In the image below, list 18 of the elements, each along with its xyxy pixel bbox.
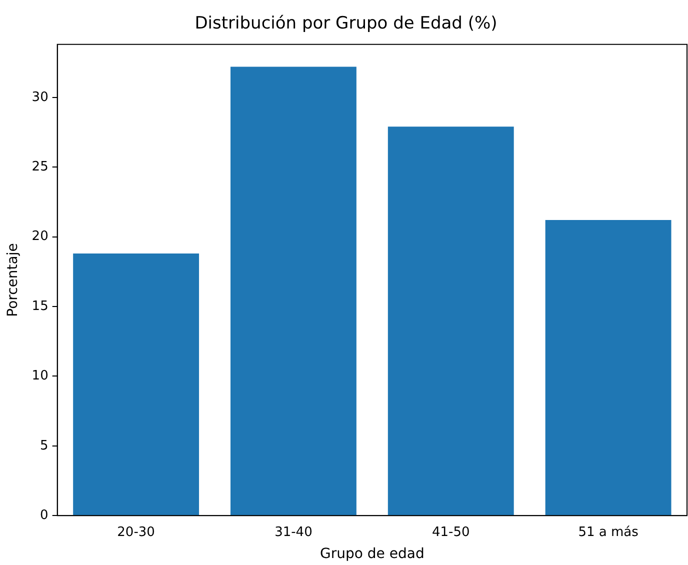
y-tick-label: 0 bbox=[40, 508, 48, 523]
bar bbox=[388, 126, 514, 516]
x-tick-label: 41-50 bbox=[432, 524, 470, 540]
chart-title: Distribución por Grupo de Edad (%) bbox=[194, 14, 498, 34]
y-tick-label: 30 bbox=[32, 90, 48, 105]
y-tick-label: 15 bbox=[32, 298, 48, 314]
bar bbox=[73, 254, 200, 516]
y-tick-label: 5 bbox=[40, 438, 48, 454]
y-tick-label: 20 bbox=[32, 229, 48, 244]
bar bbox=[545, 220, 672, 516]
y-axis-title: Porcentaje bbox=[5, 243, 22, 317]
x-axis-title: Grupo de edad bbox=[320, 546, 424, 562]
x-tick-label: 51 a más bbox=[578, 524, 639, 540]
x-tick-label: 31-40 bbox=[274, 524, 312, 540]
bar bbox=[230, 66, 356, 516]
x-tick-label: 20-30 bbox=[117, 524, 155, 540]
y-tick-label: 10 bbox=[32, 368, 48, 384]
y-tick-label: 25 bbox=[32, 159, 48, 174]
